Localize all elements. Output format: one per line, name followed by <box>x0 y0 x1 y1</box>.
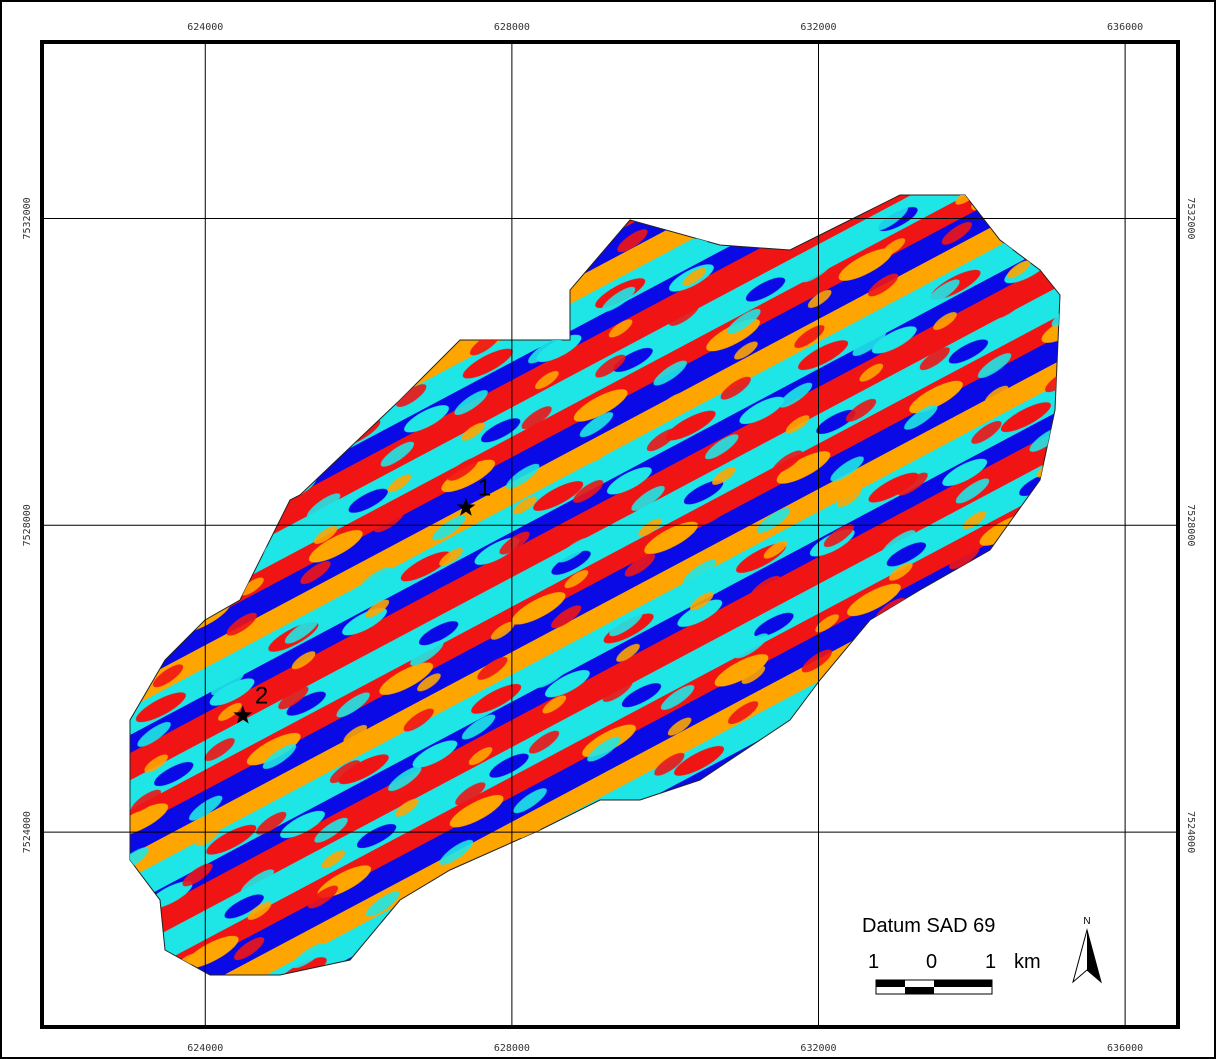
scale-label: 1 <box>985 951 996 973</box>
y-tick-label: 7528000 <box>22 504 33 546</box>
x-tick-label: 624000 <box>187 22 223 33</box>
site-label: 2 <box>255 683 268 710</box>
site-label: 1 <box>478 475 491 502</box>
x-tick-label: 628000 <box>494 22 530 33</box>
x-tick-label: 636000 <box>1107 22 1143 33</box>
y-tick-label: 7532000 <box>22 197 33 239</box>
x-tick-label: 636000 <box>1107 1043 1143 1054</box>
scale-bar <box>876 980 992 994</box>
north-label: N <box>1083 916 1090 927</box>
x-tick-label: 632000 <box>800 22 836 33</box>
datum: Datum SAD 69 <box>862 915 995 937</box>
scale-label: 0 <box>926 951 937 973</box>
y-tick-label: 7532000 <box>1185 197 1196 239</box>
y-tick-label: 7528000 <box>1185 504 1196 546</box>
y-tick-label: 7524000 <box>1185 811 1196 853</box>
x-tick-label: 632000 <box>800 1043 836 1054</box>
map: 1 2 Datum SAD 69 1 0 1 km N 624000 624000 6… <box>0 0 1216 1059</box>
y-tick-label: 7524000 <box>22 811 33 853</box>
scale-label: 1 <box>868 951 879 973</box>
x-tick-label: 624000 <box>187 1043 223 1054</box>
scale-unit: km <box>1014 951 1041 973</box>
x-tick-label: 628000 <box>494 1043 530 1054</box>
